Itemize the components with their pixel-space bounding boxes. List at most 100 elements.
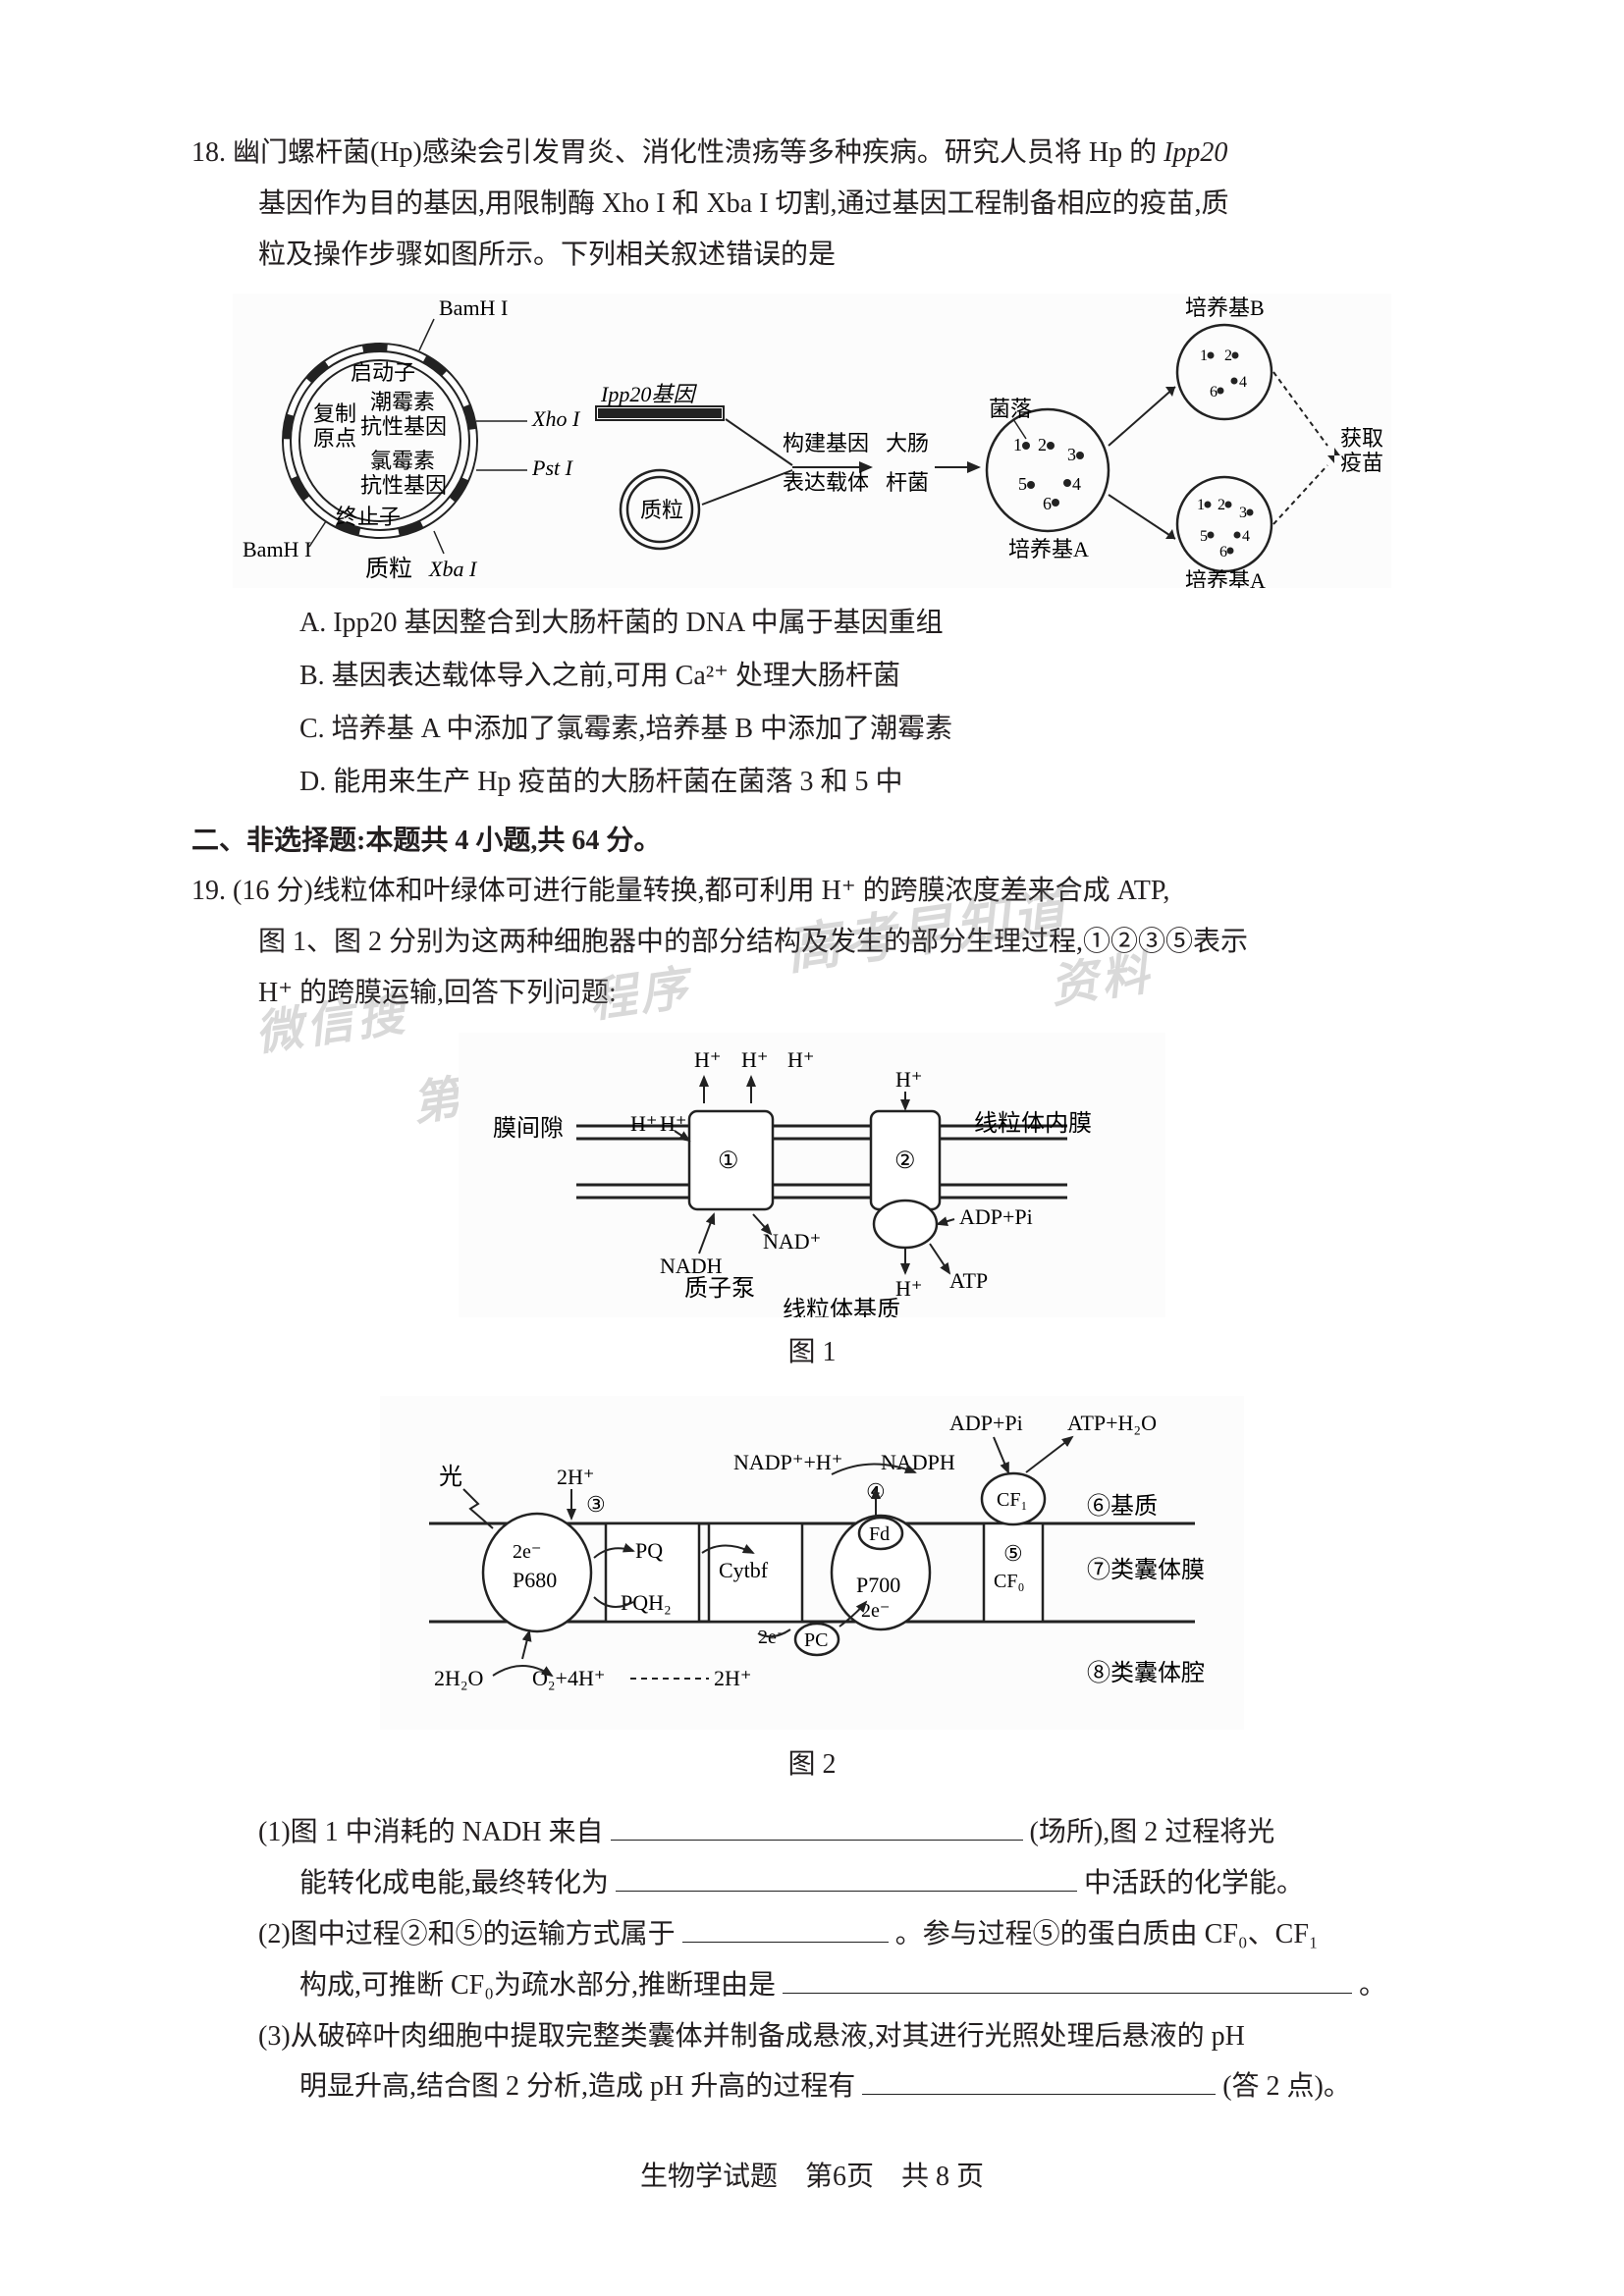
lbl-ecoli-1: 大肠: [886, 431, 929, 455]
svg-text:1: 1: [1013, 435, 1022, 454]
q19-sub1-d: 中活跃的化学能。: [1084, 1868, 1304, 1898]
lbl-ipp20: Ipp20基因: [600, 382, 697, 406]
q19-sub3-b: 明显升高,结合图 2 分析,造成 pH 升高的过程有: [299, 2071, 855, 2102]
svg-text:3: 3: [1067, 445, 1076, 464]
svg-text:H⁺: H⁺: [741, 1047, 769, 1072]
lbl-plate-a2: 培养基A: [1185, 568, 1266, 588]
lbl-obtain-1: 获取: [1340, 426, 1383, 451]
q19-sub3-line2: 明显升高,结合图 2 分析,造成 pH 升高的过程有 (答 2 点)。: [191, 2061, 1433, 2112]
fig2-nadph-l: NADP⁺+H⁺: [733, 1450, 842, 1474]
lbl-construct-1: 构建基因: [783, 431, 869, 455]
fig1-nadh: NADH: [660, 1254, 723, 1278]
blank-4[interactable]: [783, 1962, 1352, 1994]
lbl-chlor-2: 抗性基因: [360, 473, 447, 498]
fig2-2h: 2H⁺: [557, 1465, 595, 1489]
lbl-promoter: 启动子: [351, 360, 415, 385]
fig2-p700: P700: [856, 1573, 900, 1597]
q19-sub1-a: (1)图 1 中消耗的 NADH 来自: [258, 1817, 604, 1847]
fig2-thymem: ⑦类囊体膜: [1087, 1557, 1205, 1583]
q19-sub3-c: (答 2 点)。: [1222, 2071, 1351, 2102]
lbl-construct-2: 表达载体: [783, 470, 869, 495]
svg-text:2: 2: [1038, 435, 1047, 454]
fig1-atp: ATP: [949, 1268, 988, 1293]
q19-stem-1: (16 分)线粒体和叶绿体可进行能量转换,都可利用 H⁺ 的跨膜浓度差来合成 A…: [233, 876, 1169, 906]
fig2-caption: 图 2: [191, 1739, 1433, 1790]
lbl-plasmid: 质粒: [365, 556, 412, 582]
q18-opt-c: C. 培养基 A 中添加了氯霉素,培养基 B 中添加了潮霉素: [299, 704, 1433, 755]
fig2-o24h: O₂+4H⁺: [532, 1666, 605, 1690]
q18-stem-2: 基因作为目的基因,用限制酶 Xho I 和 Xba I 切割,通过基因工程制备相…: [191, 179, 1433, 230]
fig2-atph2o: ATP+H₂O: [1067, 1411, 1157, 1435]
q19-stem-2: 图 1、图 2 分别为这两种细胞器中的部分结构及发生的部分生理过程,①②③⑤表示: [191, 917, 1433, 968]
lbl-colony: 菌落: [989, 397, 1032, 421]
q18-stem-1: 幽门螺杆菌(Hp)感染会引发胃炎、消化性溃疡等多种疾病。研究人员将 Hp 的: [233, 137, 1164, 168]
blank-5[interactable]: [862, 2063, 1216, 2095]
q19-number: 19.: [191, 876, 226, 906]
fig2-thylumen: ⑧类囊体腔: [1087, 1660, 1205, 1686]
svg-text:1: 1: [1200, 347, 1208, 364]
q18-figure: BamH I 启动子 复制 原点 潮霉素 抗性基因 氯霉素 抗性基因 终止子 B…: [233, 294, 1391, 588]
q19-sub2-c: 构成,可推断 CF₀为疏水部分,推断理由是: [299, 1970, 776, 2001]
plate-a-colonies: 1 2 3 4 5 6: [1013, 435, 1084, 513]
fig1-circ2: ②: [894, 1148, 916, 1174]
svg-text:1: 1: [1197, 497, 1205, 513]
fig1-innermem: 线粒体内膜: [974, 1110, 1092, 1137]
fig2-cf1: CF₁: [997, 1489, 1027, 1511]
svg-text:2: 2: [1224, 347, 1232, 364]
lbl-pst1: Pst I: [531, 455, 574, 480]
svg-text:H⁺: H⁺: [694, 1047, 722, 1072]
fig1-intermembrane: 膜间隙: [493, 1115, 564, 1142]
lbl-plate-b: 培养基B: [1185, 295, 1265, 320]
blank-3[interactable]: [682, 1911, 889, 1943]
fig1-matrix: 线粒体基质: [783, 1297, 900, 1317]
q19-sub1: (1)图 1 中消耗的 NADH 来自 (场所),图 2 过程将光: [191, 1807, 1433, 1858]
blank-2[interactable]: [616, 1860, 1077, 1892]
svg-text:H⁺: H⁺: [660, 1111, 687, 1136]
svg-text:6: 6: [1210, 384, 1218, 400]
lbl-hyg-1: 潮霉素: [370, 390, 435, 414]
q18-opt-a: A. Ipp20 基因整合到大肠杆菌的 DNA 中属于基因重组: [299, 598, 1433, 649]
svg-text:5: 5: [1018, 474, 1027, 494]
fig2-nadph: NADPH: [881, 1450, 955, 1474]
svg-text:H⁺: H⁺: [630, 1111, 658, 1136]
q19-sub1-line2: 能转化成电能,最终转化为 中活跃的化学能。: [191, 1858, 1433, 1909]
fig2-pqh2: PQH₂: [621, 1590, 672, 1615]
lbl-origin-2: 原点: [313, 426, 356, 451]
q18-opt-d: D. 能用来生产 Hp 疫苗的大肠杆菌在菌落 3 和 5 中: [299, 757, 1433, 808]
lbl-plate-a: 培养基A: [1008, 537, 1089, 561]
fig2-p680: P680: [513, 1568, 557, 1592]
section-2-title: 二、非选择题:本题共 4 小题,共 64 分。: [191, 816, 1433, 867]
q18-gene: Ipp20: [1164, 137, 1227, 168]
fig2-cf0: CF₀: [994, 1571, 1024, 1592]
lbl-terminator: 终止子: [336, 505, 401, 529]
svg-text:3: 3: [1239, 505, 1247, 521]
svg-text:6: 6: [1043, 494, 1052, 513]
q19-sub1-b: (场所),图 2 过程将光: [1030, 1817, 1275, 1847]
page-footer: 生物学试题 第6页 共 8 页: [0, 2152, 1624, 2203]
svg-text:2e⁻: 2e⁻: [513, 1541, 541, 1563]
lbl-bamh1-bot: BamH I: [243, 537, 311, 561]
lbl-bamh1-top: BamH I: [439, 295, 508, 320]
q19-sub3-a: (3)从破碎叶肉细胞中提取完整类囊体并制备成悬液,对其进行光照处理后悬液的 pH: [258, 2021, 1245, 2052]
lbl-small-plasmid: 质粒: [640, 498, 683, 522]
svg-text:4: 4: [1072, 474, 1081, 494]
lbl-obtain-2: 疫苗: [1340, 451, 1383, 475]
fig2-c5: ⑤: [1003, 1541, 1023, 1566]
fig2-2h-bot: 2H⁺: [714, 1666, 752, 1690]
q18-opt-b: B. 基因表达载体导入之前,可用 Ca²⁺ 处理大肠杆菌: [299, 651, 1433, 702]
fig2-2h2o: 2H₂O: [434, 1666, 483, 1690]
svg-text:2: 2: [1218, 497, 1225, 513]
fig2-pq: PQ: [635, 1538, 663, 1563]
q19-sub2-b: 。参与过程⑤的蛋白质由 CF₀、CF₁: [895, 1919, 1319, 1949]
fig1-adppi: ADP+Pi: [959, 1204, 1033, 1229]
q19-sub2-a: (2)图中过程②和⑤的运输方式属于: [258, 1919, 676, 1949]
svg-text:H⁺: H⁺: [787, 1047, 815, 1072]
svg-text:4: 4: [1242, 528, 1250, 545]
q19-sub3: (3)从破碎叶肉细胞中提取完整类囊体并制备成悬液,对其进行光照处理后悬液的 pH: [191, 2011, 1433, 2062]
blank-1[interactable]: [611, 1809, 1023, 1841]
q19-stem-3: H⁺ 的跨膜运输,回答下列问题:: [191, 968, 1433, 1019]
lbl-hyg-2: 抗性基因: [360, 414, 447, 439]
q19-sub2-d: 。: [1359, 1970, 1386, 2001]
q18-stem-3: 粒及操作步骤如图所示。下列相关叙述错误的是: [191, 230, 1433, 281]
lbl-origin-1: 复制: [313, 401, 356, 426]
